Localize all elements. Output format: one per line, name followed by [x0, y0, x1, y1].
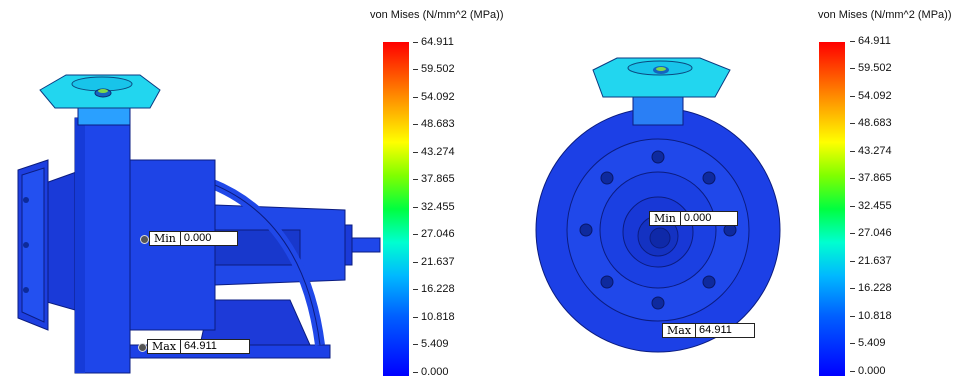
- min-marker-left: [140, 235, 149, 244]
- tick-label: 32.455: [413, 201, 455, 213]
- max-key: Max: [663, 324, 697, 337]
- tick-label: 54.092: [413, 91, 455, 103]
- max-key: Max: [148, 340, 182, 353]
- min-label-left: Min 0.000: [149, 231, 238, 246]
- tick-label: 64.911: [413, 36, 454, 48]
- max-value: 64.911: [699, 324, 732, 336]
- tick-label: 0.000: [850, 365, 886, 377]
- tick-label: 21.637: [850, 255, 892, 267]
- tick-label: 27.046: [413, 228, 455, 240]
- tick-label: 32.455: [850, 200, 892, 212]
- tick-label: 54.092: [850, 90, 892, 102]
- tick-label: 48.683: [413, 118, 455, 130]
- tick-label: 5.409: [850, 337, 886, 349]
- tick-label: 64.911: [850, 35, 891, 47]
- tick-label: 59.502: [850, 62, 892, 74]
- min-value: 0.000: [683, 212, 712, 224]
- tick-label: 16.228: [413, 283, 455, 295]
- tick-label: 43.274: [413, 146, 455, 158]
- tick-label: 59.502: [413, 63, 455, 75]
- min-label-right: Min 0.000: [649, 211, 738, 226]
- tick-label: 43.274: [850, 145, 892, 157]
- pump-front-view: [535, 57, 781, 353]
- max-value: 64.911: [184, 340, 217, 352]
- min-value: 0.000: [183, 232, 212, 244]
- tick-label: 0.000: [413, 366, 449, 378]
- tick-label: 16.228: [850, 282, 892, 294]
- min-key: Min: [650, 212, 681, 225]
- color-scale-bar: [383, 42, 409, 376]
- min-key: Min: [150, 232, 181, 245]
- max-label-right: Max 64.911: [662, 323, 756, 338]
- tick-label: 21.637: [413, 256, 455, 268]
- max-label-left: Max 64.911: [147, 339, 251, 354]
- tick-label: 5.409: [413, 338, 449, 350]
- max-marker-left: [138, 343, 147, 352]
- tick-label: 37.865: [413, 173, 455, 185]
- tick-label: 37.865: [850, 172, 892, 184]
- tick-label: 27.046: [850, 227, 892, 239]
- tick-label: 10.818: [413, 311, 455, 323]
- color-scale-bar: [819, 42, 845, 376]
- legend-title: von Mises (N/mm^2 (MPa)): [370, 9, 504, 21]
- pump-side-view: [17, 74, 381, 374]
- legend-title: von Mises (N/mm^2 (MPa)): [818, 9, 952, 21]
- tick-label: 48.683: [850, 117, 892, 129]
- tick-label: 10.818: [850, 310, 892, 322]
